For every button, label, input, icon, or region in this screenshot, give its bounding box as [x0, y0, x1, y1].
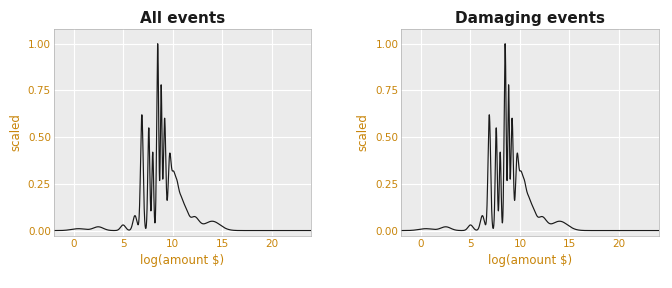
Title: All events: All events: [140, 11, 225, 26]
X-axis label: log(amount $): log(amount $): [488, 255, 572, 268]
Y-axis label: scaled: scaled: [9, 113, 22, 151]
Title: Damaging events: Damaging events: [455, 11, 605, 26]
X-axis label: log(amount $): log(amount $): [140, 255, 224, 268]
Y-axis label: scaled: scaled: [357, 113, 370, 151]
